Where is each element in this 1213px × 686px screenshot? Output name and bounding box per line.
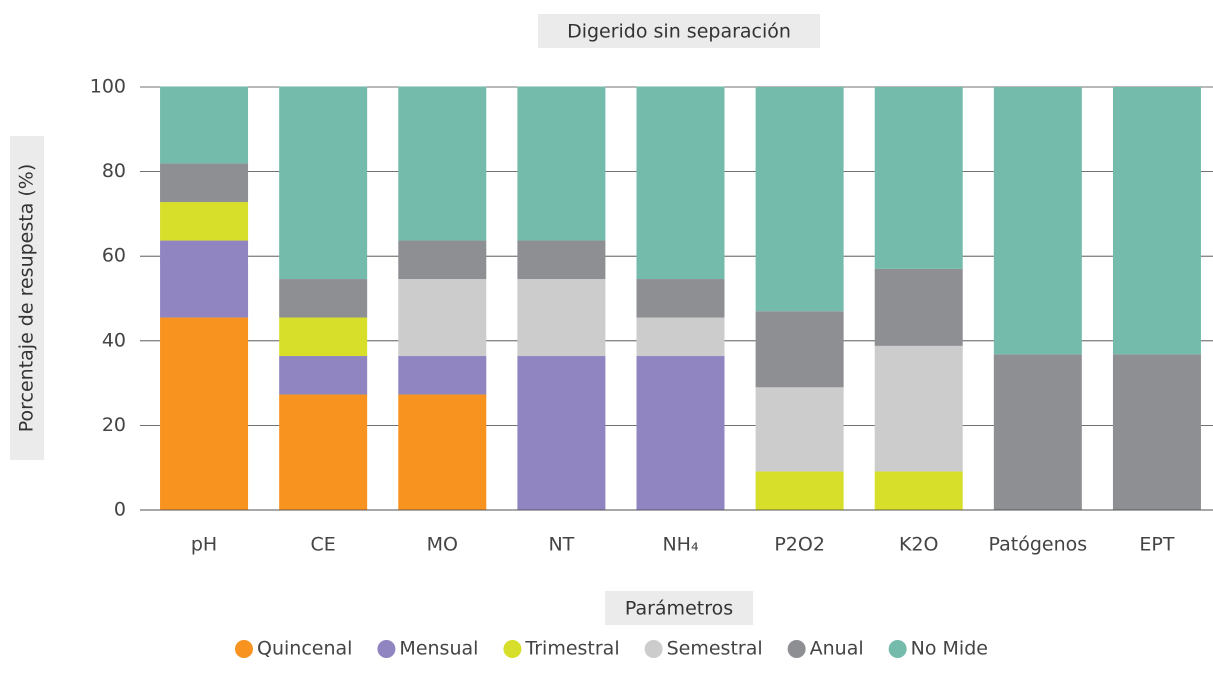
bar-segment: [993, 354, 1082, 510]
bar-segment: [755, 471, 844, 510]
bar-segment: [874, 87, 963, 269]
bar-segment: [398, 394, 487, 510]
bar-segment: [636, 317, 725, 357]
bar-segment: [755, 311, 844, 388]
bar-segment: [279, 356, 368, 395]
legend-label: Anual: [810, 638, 864, 660]
bar-segment: [1112, 354, 1201, 510]
x-tick-label: NT: [548, 534, 574, 556]
x-tick-label: K2O: [899, 534, 939, 556]
y-tick-label: 100: [90, 76, 126, 98]
bar-segment: [874, 345, 963, 472]
x-axis-label: Parámetros: [625, 598, 733, 620]
x-label-box: [605, 591, 753, 625]
bar-segment: [160, 317, 249, 510]
bar-segment: [398, 240, 487, 280]
y-label-box: [10, 136, 44, 460]
legend-label: Mensual: [399, 638, 478, 660]
bar-segment: [755, 87, 844, 312]
y-tick-label: 0: [114, 499, 126, 521]
y-axis-label: Porcentaje de resupesta (%): [16, 164, 38, 433]
x-tick-label: MO: [427, 534, 458, 556]
x-tick-label: NH₄: [662, 534, 699, 556]
bar-segment: [993, 87, 1082, 355]
bar-segment: [517, 356, 606, 510]
bar-segment: [517, 86, 606, 241]
bar-segment: [160, 202, 249, 241]
bar-segment: [279, 86, 368, 280]
x-tick-label: EPT: [1139, 534, 1174, 556]
x-tick-label: pH: [191, 534, 217, 556]
bar-segment: [1112, 87, 1201, 355]
y-tick-label: 20: [102, 414, 126, 436]
bar-segment: [279, 317, 368, 357]
legend-label: Trimestral: [524, 638, 619, 660]
x-tick-label: Patógenos: [989, 534, 1088, 556]
bar-segment: [636, 279, 725, 318]
bar-segment: [755, 387, 844, 472]
bar-segment: [517, 240, 606, 280]
bar-segment: [398, 279, 487, 357]
bar-segment: [874, 471, 963, 510]
bar-segment: [636, 86, 725, 280]
chart-title: Digerido sin separación: [567, 21, 791, 43]
bar-segment: [517, 279, 606, 357]
y-tick-label: 60: [102, 245, 126, 267]
bar-segment: [160, 163, 249, 203]
legend-swatch: [503, 640, 522, 658]
x-tick-label: CE: [311, 534, 336, 556]
legend-swatch: [888, 640, 907, 658]
legend-swatch: [377, 640, 396, 658]
bar-segment: [398, 356, 487, 395]
legend-swatch: [644, 640, 663, 658]
bar-segment: [160, 240, 249, 318]
title-box: [538, 14, 820, 48]
bar-segment: [279, 394, 368, 510]
bar-segment: [398, 86, 487, 241]
bar-segment: [636, 356, 725, 510]
bar-segment: [279, 279, 368, 318]
legend-label: Quincenal: [257, 638, 352, 660]
legend-label: No Mide: [911, 638, 988, 660]
legend-swatch: [787, 640, 806, 658]
x-tick-label: P2O2: [774, 534, 825, 556]
y-tick-label: 40: [102, 329, 126, 351]
legend-label: Semestral: [667, 638, 763, 660]
legend-swatch: [235, 640, 253, 658]
bar-segment: [874, 268, 963, 346]
y-tick-label: 80: [102, 160, 126, 182]
bar-segment: [160, 86, 249, 164]
